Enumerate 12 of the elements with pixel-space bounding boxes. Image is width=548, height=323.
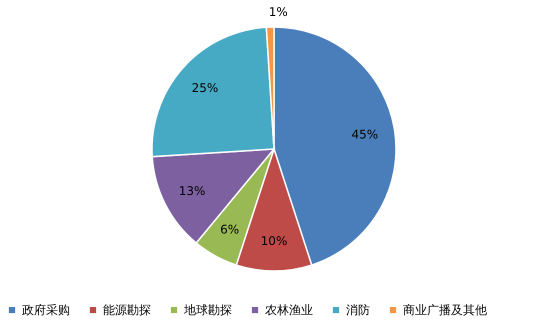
legend-label: 农林渔业 <box>265 303 313 318</box>
legend-label: 政府采购 <box>22 303 70 318</box>
legend-label: 消防 <box>346 303 370 318</box>
data-label: 6% <box>220 222 240 237</box>
data-label: 25% <box>192 81 218 96</box>
data-label: 1% <box>268 5 288 20</box>
legend-label: 商业广播及其他 <box>403 303 487 318</box>
data-label: 45% <box>352 128 378 142</box>
data-label: 13% <box>178 184 206 198</box>
legend-label: 地球勘探 <box>183 303 232 318</box>
data-label: 10% <box>260 234 288 248</box>
legend-label: 能源勘探 <box>103 303 151 318</box>
